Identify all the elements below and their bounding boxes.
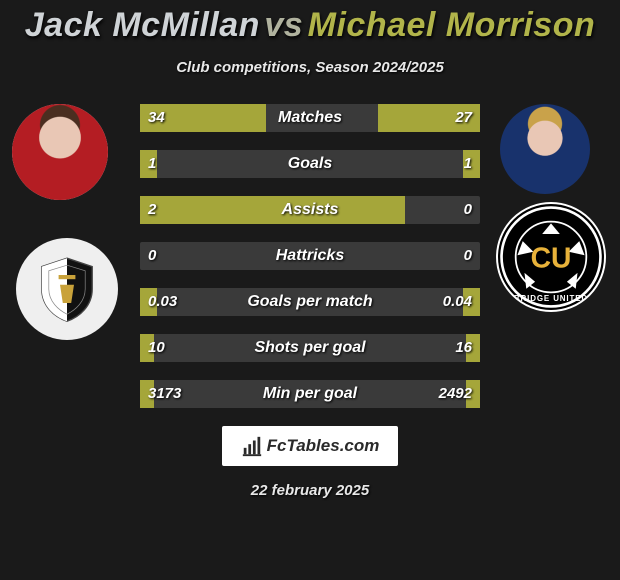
stat-label: Goals per match: [140, 288, 480, 316]
face-player-1-icon: [12, 104, 108, 200]
player2-club-crest: CU BRIDGE UNITED: [496, 202, 606, 312]
stat-label: Shots per goal: [140, 334, 480, 362]
stat-label: Hattricks: [140, 242, 480, 270]
stat-row: Shots per goal10 16: [140, 334, 480, 362]
stat-row: Matches34 27: [140, 104, 480, 132]
player2-portrait: [500, 104, 590, 194]
subtitle: Club competitions, Season 2024/2025: [0, 59, 620, 76]
player2-name: Michael Morrison: [308, 6, 596, 44]
stat-label: Goals: [140, 150, 480, 178]
stat-row: Assists2 0: [140, 196, 480, 224]
stat-value-right: 0.04: [435, 288, 480, 316]
stat-value-left: 10: [140, 334, 173, 362]
stat-row: Goals1 1: [140, 150, 480, 178]
player1-club-crest: [16, 238, 118, 340]
stat-value-left: 0: [140, 242, 164, 270]
stat-label: Matches: [140, 104, 480, 132]
stat-value-left: 0.03: [140, 288, 185, 316]
stat-label: Min per goal: [140, 380, 480, 408]
stat-value-right: 2492: [431, 380, 480, 408]
brand-badge[interactable]: FcTables.com: [222, 426, 398, 466]
comparison-date: 22 february 2025: [0, 482, 620, 499]
stat-value-left: 1: [140, 150, 164, 178]
stat-row: Min per goal3173 2492: [140, 380, 480, 408]
stat-value-right: 27: [447, 104, 480, 132]
stat-row: Hattricks0 0: [140, 242, 480, 270]
stat-value-left: 2: [140, 196, 164, 224]
stat-value-left: 34: [140, 104, 173, 132]
face-player-2-icon: [500, 104, 590, 194]
brand-text: FcTables.com: [267, 436, 380, 456]
vs-label: vs: [264, 6, 303, 44]
stat-value-right: 0: [456, 196, 480, 224]
player1-name: Jack McMillan: [25, 6, 260, 44]
stat-value-right: 1: [456, 150, 480, 178]
comparison-arena: CU BRIDGE UNITED Matches34 27 Goals1 1 Assis…: [0, 104, 620, 408]
player1-portrait: [12, 104, 108, 200]
exeter-city-crest-icon: [32, 254, 102, 324]
stat-row: Goals per match0.03 0.04: [140, 288, 480, 316]
stat-bars: Matches3427Goals11Assists20Hattricks00Go…: [140, 104, 480, 408]
svg-text:CU: CU: [531, 242, 572, 274]
bar-chart-icon: [241, 435, 263, 457]
stat-value-right: 0: [456, 242, 480, 270]
stat-label: Assists: [140, 196, 480, 224]
cambridge-united-crest-icon: CU BRIDGE UNITED: [498, 204, 604, 310]
stat-value-left: 3173: [140, 380, 189, 408]
svg-text:BRIDGE UNITED: BRIDGE UNITED: [514, 294, 588, 303]
stat-value-right: 16: [447, 334, 480, 362]
comparison-title: Jack McMillan vs Michael Morrison: [0, 0, 620, 45]
